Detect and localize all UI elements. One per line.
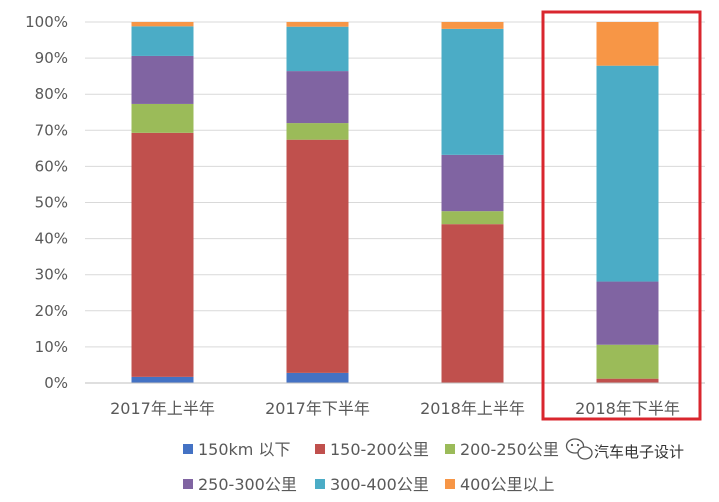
watermark-text: 汽车电子设计 — [594, 443, 684, 461]
y-tick-label: 60% — [35, 157, 68, 175]
bar-segment — [286, 26, 349, 72]
bar-segment — [286, 71, 349, 124]
x-category-label: 2017年下半年 — [265, 399, 370, 418]
legend-swatch — [315, 479, 325, 489]
bar-segment — [131, 55, 194, 104]
bar-segment — [596, 281, 659, 345]
legend-swatch — [315, 444, 325, 454]
bar-segment — [131, 132, 194, 377]
y-tick-label: 50% — [35, 194, 68, 212]
bar-segment — [441, 211, 504, 225]
legend: 150km 以下 150-200公里 200-250公里 250-300公里 300-4… — [183, 440, 559, 494]
y-tick-label: 90% — [35, 49, 68, 67]
legend-swatch — [183, 444, 193, 454]
x-category-label: 2018年上半年 — [420, 399, 525, 418]
y-tick-label: 100% — [25, 13, 68, 31]
legend-label: 150-200公里 — [330, 440, 429, 459]
highlight-box — [541, 10, 702, 421]
bar-segment — [596, 22, 659, 66]
y-axis-ticks: 0% 10% 20% 30% 40% 50% 60% 70% 80% 90% 100% — [25, 13, 68, 392]
bar-segment — [441, 22, 504, 29]
y-tick-label: 30% — [35, 266, 68, 284]
bar-segment — [131, 103, 194, 133]
x-category-label: 2018年下半年 — [575, 399, 680, 418]
bar-segment — [286, 22, 349, 27]
bar-segment — [441, 224, 504, 383]
bar-segment — [131, 376, 194, 383]
bar-segment — [286, 372, 349, 383]
bar-segment — [131, 22, 194, 27]
bar-segment — [596, 65, 659, 282]
bars — [131, 22, 659, 383]
legend-label: 150km 以下 — [198, 440, 290, 459]
y-tick-label: 0% — [44, 374, 68, 392]
bar-segment — [596, 344, 659, 379]
bar-segment — [286, 123, 349, 140]
legend-swatch — [183, 479, 193, 489]
watermark: 汽车电子设计 — [565, 438, 684, 461]
wechat-icon — [565, 438, 593, 460]
y-tick-label: 80% — [35, 85, 68, 103]
bar-segment — [131, 26, 194, 56]
legend-swatch — [445, 444, 455, 454]
bar-segment — [441, 154, 504, 212]
x-axis-categories: 2017年上半年 2017年下半年 2018年上半年 2018年下半年 — [110, 399, 680, 418]
legend-label: 300-400公里 — [330, 475, 429, 494]
bar-segment — [441, 28, 504, 155]
legend-label: 250-300公里 — [198, 475, 297, 494]
y-tick-label: 20% — [35, 302, 68, 320]
y-tick-label: 10% — [35, 338, 68, 356]
y-tick-label: 40% — [35, 230, 68, 248]
x-category-label: 2017年上半年 — [110, 399, 215, 418]
bar-segment — [286, 139, 349, 373]
y-tick-label: 70% — [35, 121, 68, 139]
legend-swatch — [445, 479, 455, 489]
bar-segment — [596, 378, 659, 383]
legend-label: 400公里以上 — [460, 475, 555, 494]
legend-label: 200-250公里 — [460, 440, 559, 459]
